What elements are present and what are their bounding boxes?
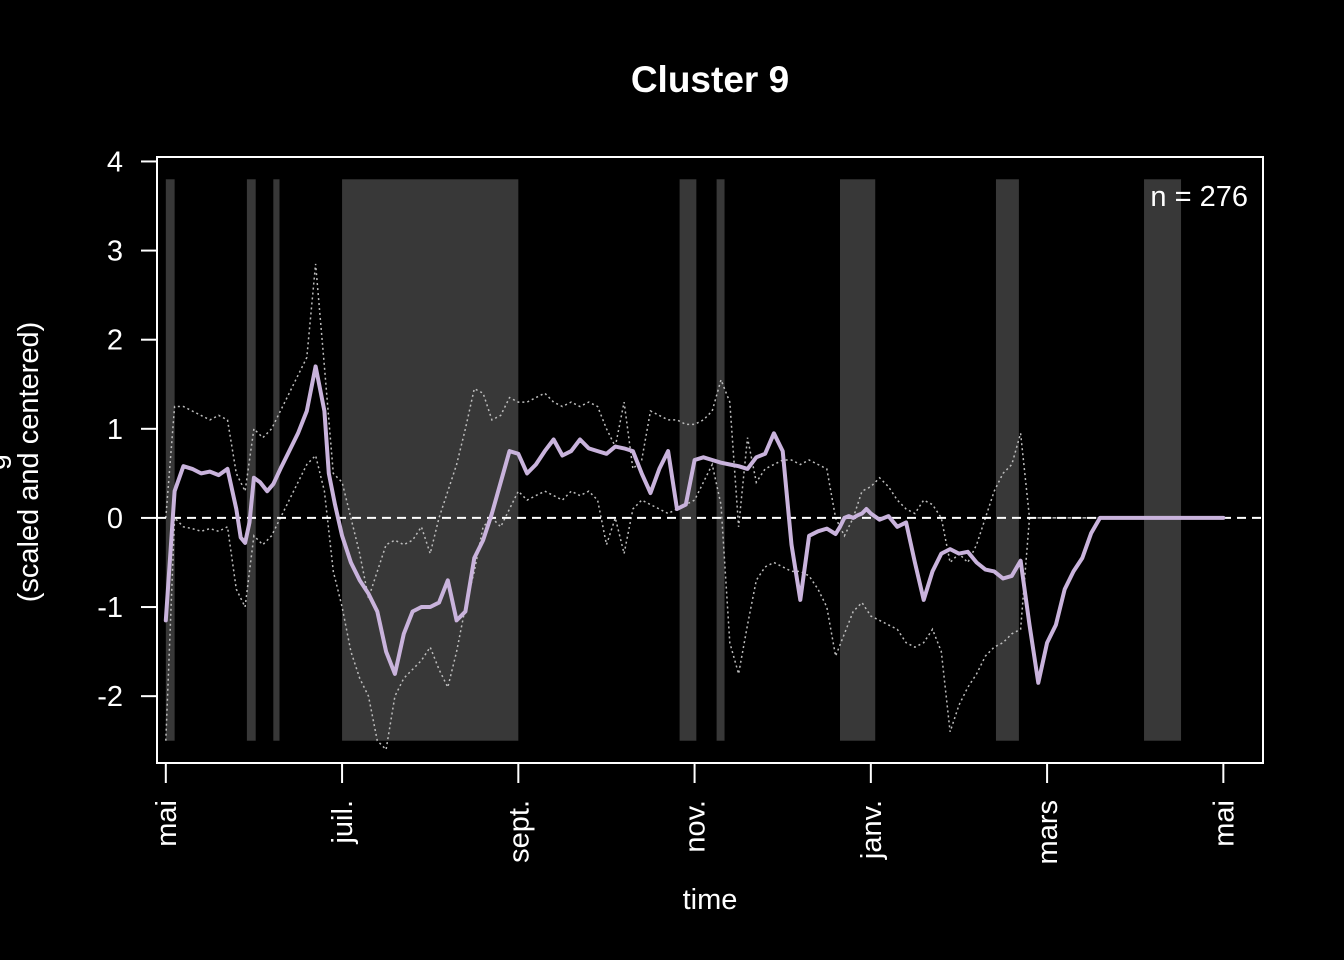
y-tick-label: -2 <box>97 681 123 713</box>
shaded-period <box>839 179 876 741</box>
x-tick-label: nov. <box>680 800 712 853</box>
shaded-period <box>165 179 175 741</box>
chart-title: Cluster 9 <box>631 59 789 100</box>
y-tick-label: 0 <box>107 503 123 535</box>
y-tick-label: 2 <box>107 325 123 357</box>
shaded-period <box>342 179 519 741</box>
y-tick-label: 4 <box>107 146 123 178</box>
y-axis-title: (scaled and centered) <box>13 322 45 603</box>
y-tick-label: -1 <box>97 592 123 624</box>
mean-line <box>163 364 1226 685</box>
x-tick-label: janv. <box>856 800 888 860</box>
mean-series <box>163 364 1226 685</box>
x-tick-label: mars <box>1032 800 1064 864</box>
y-axis: -2 -1 0 1 2 3 4 <box>97 146 157 713</box>
shaded-period <box>1144 179 1182 741</box>
y-tick-label: 3 <box>107 236 123 268</box>
shaded-period <box>995 179 1019 741</box>
shaded-period <box>246 179 256 741</box>
x-tick-label: sept. <box>503 800 535 863</box>
y-tick-label: 1 <box>107 414 123 446</box>
x-axis: mai juil. sept. nov. janv. mars mai <box>151 763 1240 864</box>
x-tick-label: mai <box>1208 800 1240 847</box>
sample-size-annotation: n = 276 <box>1150 181 1248 213</box>
y-axis-title-clipped: g <box>0 454 12 470</box>
shaded-period <box>679 179 697 741</box>
plot-frame <box>156 156 1264 764</box>
shaded-period <box>716 179 725 741</box>
x-tick-label: juil. <box>327 800 359 845</box>
shaded-periods <box>165 179 1182 741</box>
shaded-period <box>273 179 280 741</box>
x-tick-label: mai <box>151 800 183 847</box>
x-axis-title: time <box>683 884 738 916</box>
